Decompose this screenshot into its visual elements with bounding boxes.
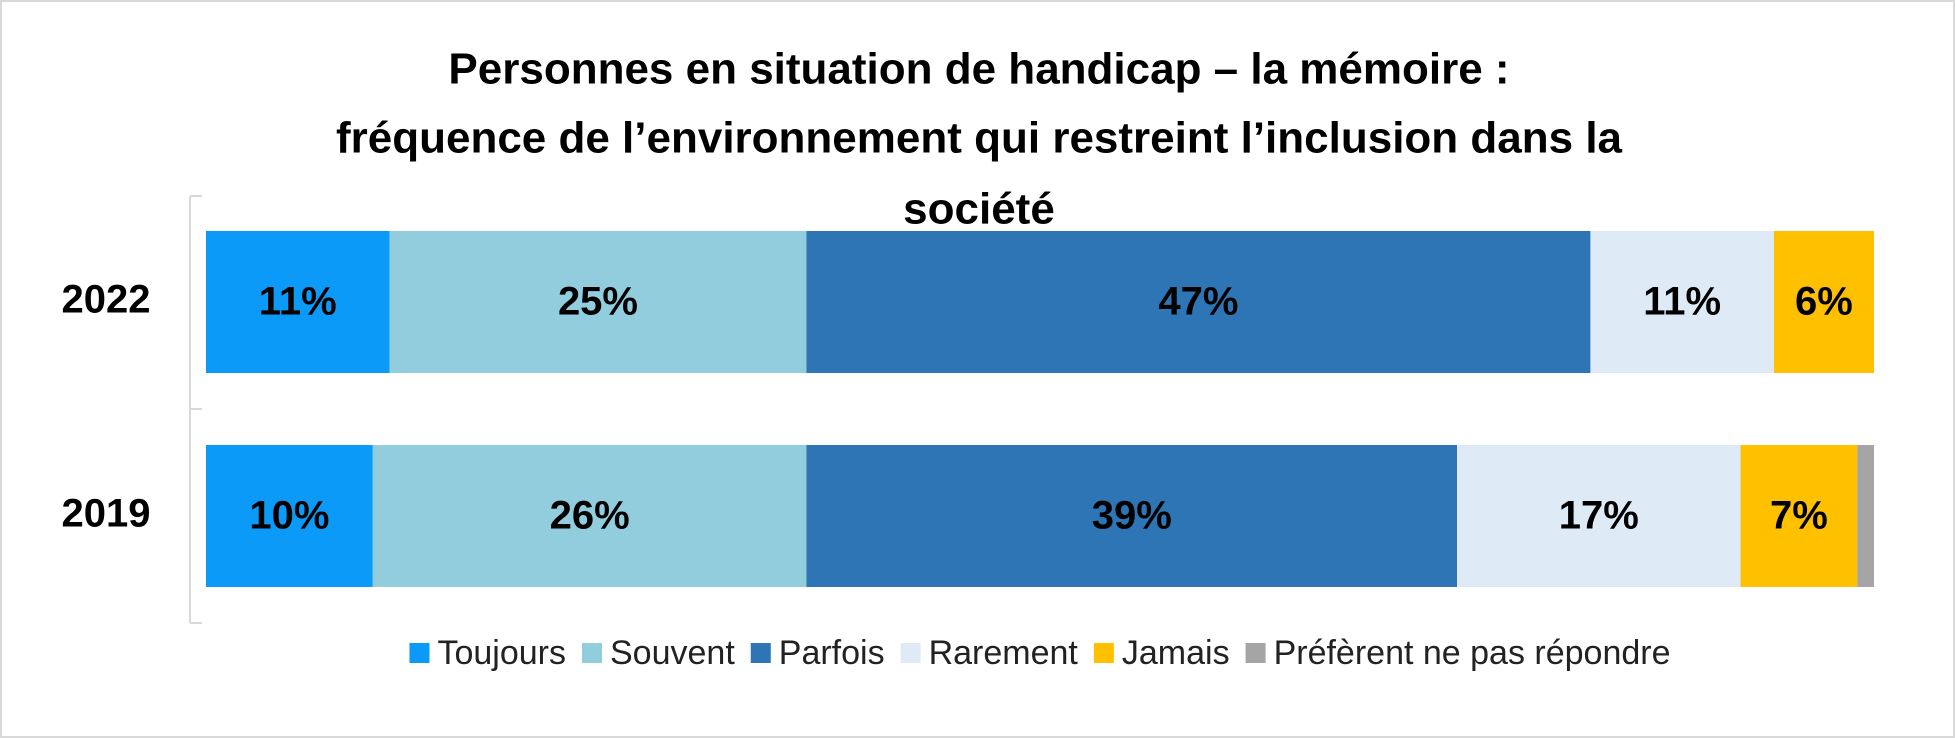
legend-label: Souvent bbox=[610, 634, 735, 672]
data-label: 11% bbox=[1643, 280, 1721, 324]
bar-segment bbox=[206, 231, 390, 373]
legend-label: Parfois bbox=[779, 634, 885, 672]
legend-label: Toujours bbox=[437, 634, 566, 672]
bar-segment bbox=[1857, 445, 1874, 587]
bar-segment bbox=[389, 231, 807, 373]
data-label: 7% bbox=[1770, 494, 1828, 538]
bar-segment bbox=[1457, 445, 1741, 587]
legend-label: Jamais bbox=[1122, 634, 1230, 672]
bar-segment bbox=[806, 445, 1457, 587]
legend-swatch bbox=[582, 643, 602, 663]
legend-label: Rarement bbox=[929, 634, 1079, 672]
legend-swatch bbox=[409, 643, 430, 663]
plot-area: 2022 11% 25% 47% 11% 6% 2019 10% 26% 39% 17% 7% bbox=[62, 231, 1874, 587]
data-label: 47% bbox=[1158, 280, 1238, 324]
chart-title: société bbox=[903, 185, 1055, 234]
data-label: 26% bbox=[550, 494, 630, 538]
legend-swatch bbox=[1245, 643, 1266, 663]
data-label: 25% bbox=[558, 280, 638, 324]
legend-swatch bbox=[750, 643, 771, 663]
data-label: 17% bbox=[1559, 494, 1639, 538]
bar-segment bbox=[1773, 231, 1874, 373]
bar-segment bbox=[806, 231, 1591, 373]
data-label: 10% bbox=[249, 494, 329, 538]
data-label: 11% bbox=[259, 280, 337, 324]
legend-swatch bbox=[900, 643, 921, 663]
legend-swatch bbox=[1093, 643, 1114, 663]
bar-segment bbox=[372, 445, 807, 587]
bar-segment bbox=[1740, 445, 1858, 587]
legend: Toujours Souvent Parfois Rarement Jamais Préf… bbox=[409, 634, 1671, 672]
category-label: 2019 bbox=[62, 492, 151, 536]
category-label: 2022 bbox=[62, 278, 151, 322]
data-label: 6% bbox=[1795, 280, 1853, 324]
chart-title: Personnes en situation de handicap – la … bbox=[448, 45, 1509, 94]
category-axis bbox=[189, 195, 202, 624]
bar-segment bbox=[1590, 231, 1774, 373]
bar-segment bbox=[206, 445, 373, 587]
legend-label: Préfèrent ne pas répondre bbox=[1274, 634, 1671, 672]
data-label: 39% bbox=[1092, 494, 1172, 538]
chart-title: fréquence de l’environnement qui restrei… bbox=[336, 114, 1623, 163]
